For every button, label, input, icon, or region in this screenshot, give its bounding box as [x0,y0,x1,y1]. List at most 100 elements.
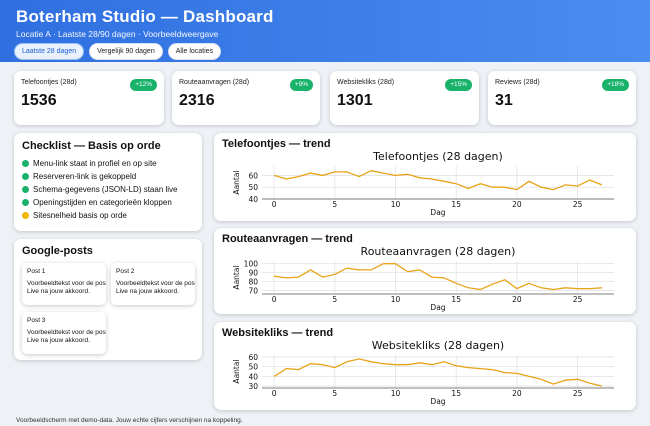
kpi-change-badge: +15% [445,79,472,91]
x-tick-label: 20 [512,200,522,209]
checklist-item: Menu-link staat in profiel en op site [22,157,194,170]
checklist-item-label: Openingstijden en categorieën kloppen [33,198,172,207]
x-tick-label: 0 [272,295,277,304]
y-axis-label: Aantal [232,170,241,194]
y-tick-label: 40 [248,372,258,381]
y-tick-label: 90 [248,269,258,278]
chart-title: Routeaanvragen (28 dagen) [361,245,516,258]
post-status: Live na jouw akkoord. [116,288,179,295]
kpi-change-badge: +18% [602,79,629,91]
page-subtitle: Locatie A · Laatste 28/90 dagen · Voorbe… [16,29,219,39]
y-tick-label: 40 [248,195,258,204]
kpi-label: Telefoontjes (28d) [21,79,77,86]
checklist-items: Menu-link staat in profiel en op site Re… [22,157,194,222]
checklist-item-label: Sitesnelheid basis op orde [33,211,127,220]
chart-panel-title: Telefoontjes — trend [222,138,331,150]
post-text: Voorbeeldtekst voor de post. [116,280,195,287]
kpi-card-telefoontjes: Telefoontjes (28d) +12% 1536 [14,71,164,125]
series-line [273,170,603,191]
x-axis-label: Dag [430,208,445,217]
demo-footer-note: Voorbeeldscherm met demo-data. Jouw echt… [16,417,243,424]
x-tick-label: 5 [332,295,337,304]
y-tick-label: 100 [244,260,259,269]
y-axis-label: Aantal [232,265,241,289]
kpi-value: 1536 [21,92,57,109]
y-tick-label: 80 [248,278,258,287]
x-tick-label: 10 [391,389,401,398]
chart-title: Websitekliks (28 dagen) [372,339,504,352]
chart-panel-title: Websitekliks — trend [222,327,334,339]
x-axis-label: Dag [430,303,445,312]
kpi-card-routeaanvragen: Routeaanvragen (28d) +9% 2316 [172,71,320,125]
warning-icon [22,212,29,219]
chart-panel-title: Routeaanvragen — trend [222,233,353,245]
y-tick-label: 30 [248,382,258,391]
check-ok-icon [22,199,29,206]
chart-panel-websitekliks: Websitekliks — trend Websitekliks (28 da… [214,322,636,410]
post-title: Post 3 [27,317,46,324]
y-axis-label: Aantal [232,359,241,383]
telefoontjes-trend-chart: Telefoontjes (28 dagen) 40 50 60 0 5 10 15 20 25 D… [232,150,614,217]
filter-pills: Laatste 28 dagen Vergelijk 90 dagen Alle… [14,43,222,60]
post-title: Post 1 [27,268,46,275]
checklist-item: Reserveren-link is gekoppeld [22,170,194,183]
chart-title: Telefoontjes (28 dagen) [372,150,503,163]
kpi-card-reviews: Reviews (28d) +18% 31 [488,71,636,125]
x-tick-label: 5 [332,389,337,398]
checklist-item: Schema-gegevens (JSON-LD) staan live [22,183,194,196]
x-tick-label: 0 [272,389,277,398]
post-status: Live na jouw akkoord. [27,337,90,344]
y-tick-label: 60 [248,171,258,180]
kpi-change-badge: +9% [289,79,313,91]
kpi-card-websitekliks: Websitekliks (28d) +15% 1301 [330,71,479,125]
x-tick-label: 25 [573,389,583,398]
post-card-1[interactable]: Post 1 Voorbeeldtekst voor de post. Live… [22,263,106,305]
kpi-label: Websitekliks (28d) [337,79,395,86]
checklist-item: Openingstijden en categorieën kloppen [22,196,194,209]
y-tick-label: 70 [248,286,258,295]
kpi-change-badge: +12% [130,79,157,91]
y-tick-label: 60 [248,353,258,362]
kpi-value: 2316 [179,92,215,109]
x-tick-label: 15 [451,389,461,398]
series-line [273,358,603,387]
series-line [274,263,602,291]
filter-last-28-days[interactable]: Laatste 28 dagen [14,43,85,60]
checklist-item-label: Menu-link staat in profiel en op site [33,159,157,168]
x-tick-label: 25 [573,295,583,304]
kpi-label: Routeaanvragen (28d) [179,79,250,86]
post-text: Voorbeeldtekst voor de post. [27,280,106,287]
check-ok-icon [22,186,29,193]
x-tick-label: 5 [332,200,337,209]
kpi-label: Reviews (28d) [495,79,540,86]
check-ok-icon [22,173,29,180]
y-tick-label: 50 [248,183,258,192]
check-ok-icon [22,160,29,167]
google-posts-title: Google-posts [22,245,93,257]
x-tick-label: 10 [391,200,401,209]
x-tick-label: 25 [573,200,583,209]
checklist-item-label: Schema-gegevens (JSON-LD) staan live [33,185,178,194]
post-card-3[interactable]: Post 3 Voorbeeldtekst voor de post. Live… [22,312,106,354]
filter-compare-90-days[interactable]: Vergelijk 90 dagen [89,43,163,60]
x-tick-label: 20 [512,389,522,398]
x-tick-label: 10 [391,295,401,304]
post-title: Post 2 [116,268,135,275]
x-tick-label: 15 [451,295,461,304]
checklist-panel: Checklist — Basis op orde Menu-link staa… [14,133,202,231]
post-text: Voorbeeldtekst voor de post. [27,329,106,336]
chart-panel-telefoontjes: Telefoontjes — trend Telefoontjes (28 da… [214,133,636,221]
y-tick-label: 50 [248,363,258,372]
google-posts-panel: Google-posts Post 1 Voorbeeldtekst voor … [14,239,202,360]
post-card-2[interactable]: Post 2 Voorbeeldtekst voor de post. Live… [111,263,195,305]
kpi-value: 31 [495,92,513,109]
kpi-value: 1301 [337,92,373,109]
x-tick-label: 20 [512,295,522,304]
x-axis-label: Dag [430,397,445,406]
filter-all-locations[interactable]: Alle locaties [167,43,222,60]
x-tick-label: 15 [451,200,461,209]
chart-panel-routeaanvragen: Routeaanvragen — trend Routeaanvragen (2… [214,228,636,314]
post-status: Live na jouw akkoord. [27,288,90,295]
